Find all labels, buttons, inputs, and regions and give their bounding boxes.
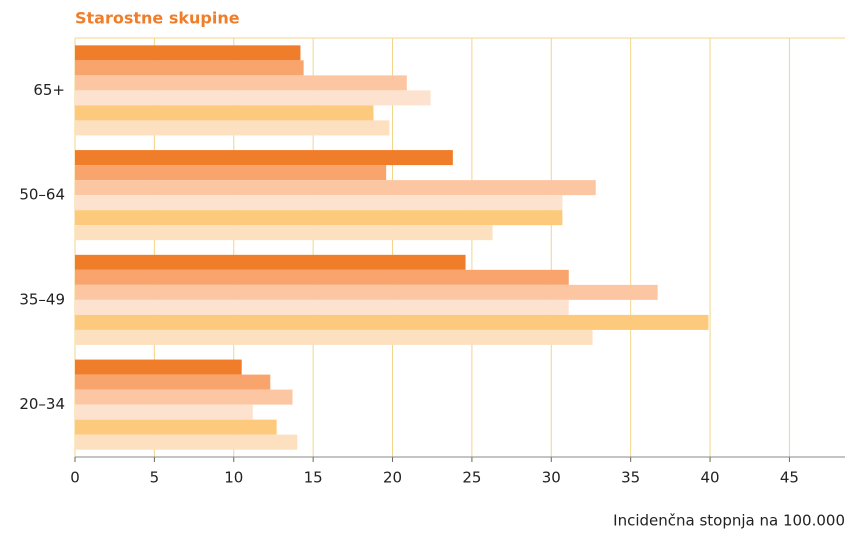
y-tick-label: 65+ — [33, 81, 65, 99]
bar — [75, 120, 390, 136]
bar — [75, 389, 293, 405]
x-tick-label: 20 — [383, 469, 402, 487]
bar — [75, 329, 593, 345]
bar — [75, 165, 387, 181]
x-tick-label: 10 — [224, 469, 243, 487]
bar — [75, 60, 304, 76]
bar — [75, 45, 301, 61]
x-tick-label: 40 — [701, 469, 720, 487]
bar — [75, 210, 563, 226]
bar — [75, 404, 253, 420]
bar — [75, 269, 569, 285]
bar — [75, 180, 596, 196]
bar — [75, 359, 242, 375]
x-tick-label: 15 — [304, 469, 323, 487]
bar — [75, 299, 569, 315]
bar — [75, 374, 271, 390]
bar — [75, 105, 374, 121]
bar — [75, 314, 709, 330]
chart-title: Starostne skupine — [75, 9, 240, 28]
bar — [75, 225, 493, 241]
bar — [75, 419, 277, 435]
bar — [75, 75, 407, 91]
x-tick-label: 45 — [780, 469, 799, 487]
bar — [75, 284, 658, 300]
x-axis-label: Incidenčna stopnja na 100.000 — [613, 512, 845, 530]
x-tick-label: 30 — [542, 469, 561, 487]
y-tick-label: 20–34 — [19, 395, 65, 413]
x-tick-label: 25 — [462, 469, 481, 487]
x-tick-label: 0 — [70, 469, 80, 487]
bar — [75, 195, 563, 211]
bar — [75, 150, 453, 166]
x-tick-label: 5 — [150, 469, 160, 487]
y-tick-label: 35–49 — [19, 290, 65, 308]
bar — [75, 254, 466, 270]
bar — [75, 434, 298, 450]
bar — [75, 90, 431, 106]
x-tick-label: 35 — [621, 469, 640, 487]
y-tick-label: 50–64 — [19, 186, 65, 204]
